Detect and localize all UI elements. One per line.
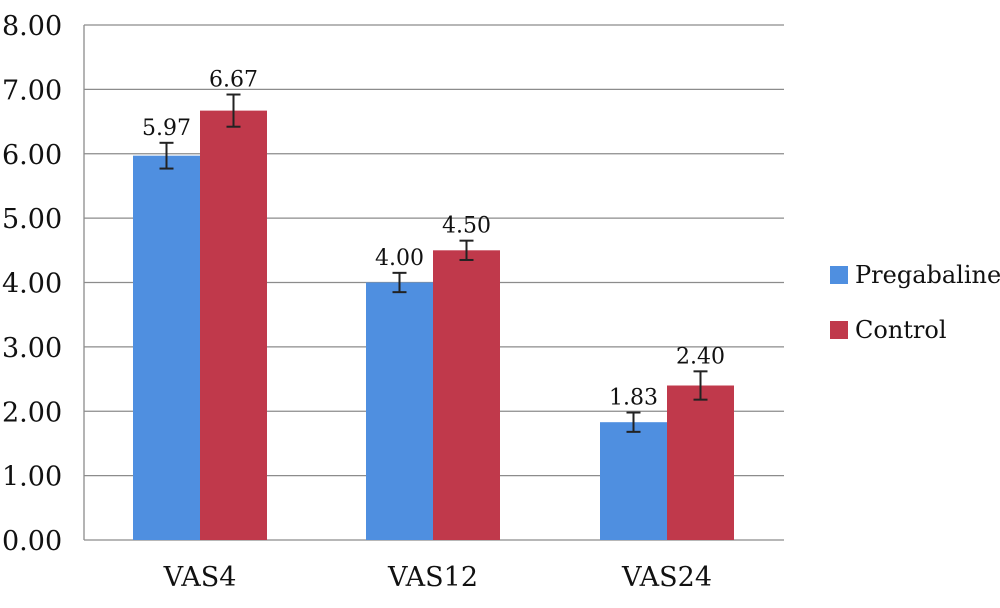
error-bars <box>159 93 708 433</box>
legend: Pregabaline Control <box>830 261 1000 344</box>
bars <box>133 110 734 541</box>
y-tick-label: 1.00 <box>2 462 62 493</box>
legend-swatch-pregabaline <box>830 266 848 284</box>
data-label: 4.50 <box>442 214 491 239</box>
data-label: 4.00 <box>375 246 424 271</box>
legend-swatch-control <box>830 321 848 339</box>
data-label: 1.83 <box>609 386 658 411</box>
x-category-label: VAS12 <box>387 562 478 593</box>
bar-control-vas24 <box>667 385 734 540</box>
data-labels: 5.97 4.00 1.83 6.67 4.50 2.40 <box>142 68 725 411</box>
y-tick-label: 2.00 <box>2 397 62 428</box>
y-axis-ticks: 0.00 1.00 2.00 3.00 4.00 5.00 6.00 7.00 8.00 <box>2 11 62 557</box>
x-category-label: VAS24 <box>621 562 712 593</box>
y-tick-label: 0.00 <box>2 526 62 557</box>
data-label: 2.40 <box>676 344 725 369</box>
bar-control-vas12 <box>433 250 500 540</box>
legend-label: Pregabaline <box>855 261 1000 289</box>
bar-pregabaline-vas4 <box>133 155 200 540</box>
legend-label: Control <box>855 316 947 344</box>
bar-control-vas4 <box>200 110 267 541</box>
y-tick-label: 6.00 <box>2 140 62 171</box>
y-tick-label: 3.00 <box>2 333 62 364</box>
data-label: 5.97 <box>142 116 191 141</box>
bar-pregabaline-vas12 <box>366 282 433 540</box>
x-category-label: VAS4 <box>163 562 237 593</box>
y-tick-label: 7.00 <box>2 75 62 106</box>
data-label: 6.67 <box>209 68 258 93</box>
x-axis-categories: VAS4 VAS12 VAS24 <box>163 562 712 593</box>
y-tick-label: 8.00 <box>2 11 62 42</box>
y-tick-label: 5.00 <box>2 204 62 235</box>
bar-pregabaline-vas24 <box>600 422 667 540</box>
y-tick-label: 4.00 <box>2 269 62 300</box>
